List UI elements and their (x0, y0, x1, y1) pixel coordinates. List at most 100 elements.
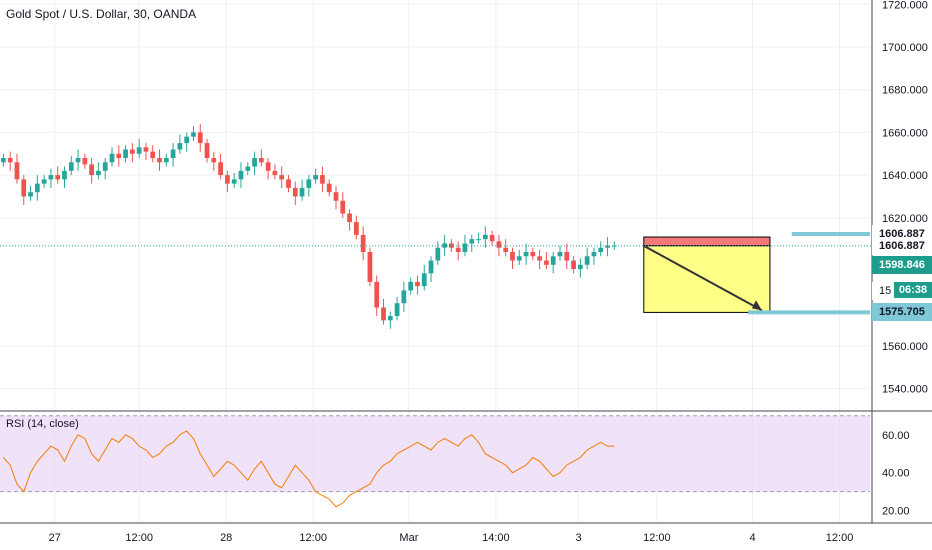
candle-body (258, 158, 264, 163)
time-tick-label: 3 (575, 532, 581, 544)
time-tick-label: 28 (220, 532, 232, 544)
candle-body (353, 222, 359, 235)
candle-body (516, 256, 522, 261)
candle-body (109, 153, 115, 163)
candle-body (571, 260, 576, 270)
candle-body (401, 290, 407, 304)
time-tick-label: 4 (749, 532, 755, 544)
candle-body (286, 179, 291, 188)
candle-body (306, 179, 312, 188)
candle-body (347, 213, 352, 223)
rsi-tick-label: 60.00 (882, 430, 910, 442)
candle-body (523, 251, 529, 257)
candle-body (252, 158, 257, 167)
candle-body (428, 260, 434, 274)
candle-body (34, 183, 40, 193)
chart-title: Gold Spot / U.S. Dollar, 30, OANDA (6, 7, 197, 21)
candle-body (191, 132, 196, 137)
candle-body (462, 243, 468, 252)
price-tick-label: 1620.000 (882, 213, 928, 225)
time-tick-label: Mar (399, 532, 418, 544)
candle-body (544, 260, 549, 265)
price-tick-label: 1540.000 (882, 384, 928, 396)
candle-body (170, 149, 176, 159)
candle-body (272, 170, 278, 176)
candle-body (238, 170, 244, 180)
current-price-tag: 1598.846 (872, 256, 932, 275)
candle-body (184, 136, 190, 144)
candle-body (292, 187, 298, 197)
candle-body (408, 281, 414, 291)
price-tick-label: 1560.000 (882, 341, 928, 353)
candle-body (143, 147, 149, 152)
candle-body (123, 149, 128, 159)
candle-body (449, 243, 454, 248)
entry-price-tag: 1606.887 (872, 236, 932, 255)
candle-body (598, 247, 604, 252)
candle-body (62, 170, 67, 180)
candle-body (102, 162, 108, 171)
candle-body (557, 251, 563, 257)
candle-body (360, 234, 366, 252)
candle-body (333, 192, 339, 201)
price-tick-label: 1680.000 (882, 85, 928, 97)
candle-body (157, 158, 162, 163)
rsi-line (3, 430, 615, 508)
candle-body (482, 234, 488, 240)
candle-body (605, 245, 610, 248)
candle-body (225, 175, 230, 184)
rsi-title: RSI (14, close) (6, 418, 79, 430)
rsi-tick-label: 20.00 (882, 506, 910, 518)
candle-body (41, 179, 47, 184)
candle-body (177, 143, 183, 150)
candle-body (326, 183, 332, 193)
price-tick-label: 1700.000 (882, 42, 928, 54)
time-tick-label: 14:00 (482, 532, 510, 544)
candle-body (89, 164, 95, 176)
candle-body (421, 273, 427, 287)
price-tick-label: 1720.000 (882, 0, 928, 11)
candle-body (96, 170, 101, 176)
candle-body (394, 303, 400, 317)
candle-body (455, 247, 461, 252)
candle-body (496, 241, 502, 248)
candle-body (611, 245, 617, 247)
rsi-band (0, 415, 870, 492)
candle-body (435, 247, 441, 261)
candle-body (14, 162, 20, 180)
candle-body (469, 239, 475, 244)
time-tick-label: 12:00 (299, 532, 327, 544)
candle-body (245, 166, 251, 171)
candle-body (7, 158, 13, 163)
candle-body (68, 162, 74, 171)
candle-body (299, 187, 305, 197)
time-tick-label: 27 (49, 532, 61, 544)
stop-loss-zone (643, 236, 771, 247)
time-tick-label: 12:00 (125, 532, 153, 544)
candle-body (374, 281, 380, 308)
candle-body (537, 256, 543, 261)
candle-body (136, 147, 142, 154)
candle-body (313, 175, 319, 180)
candle-body (584, 256, 590, 265)
candle-body (231, 179, 237, 184)
candle-body (116, 153, 122, 159)
arrow-head-icon (751, 300, 762, 311)
candle-body (204, 143, 210, 159)
candle-body (150, 151, 156, 159)
trade-direction-arrow (643, 244, 763, 312)
candle-body (367, 251, 373, 282)
candle-body (48, 175, 54, 180)
price-tick-label: 1660.000 (882, 127, 928, 139)
candle-body (28, 192, 33, 197)
candle-body (510, 251, 515, 261)
candle-body (476, 239, 481, 241)
candle-body (129, 149, 135, 154)
price-tick-label: 1640.000 (882, 170, 928, 182)
time-tick-label: 12:00 (643, 532, 671, 544)
candle-body (211, 158, 217, 163)
candle-body (218, 162, 223, 176)
candle-body (82, 158, 88, 165)
